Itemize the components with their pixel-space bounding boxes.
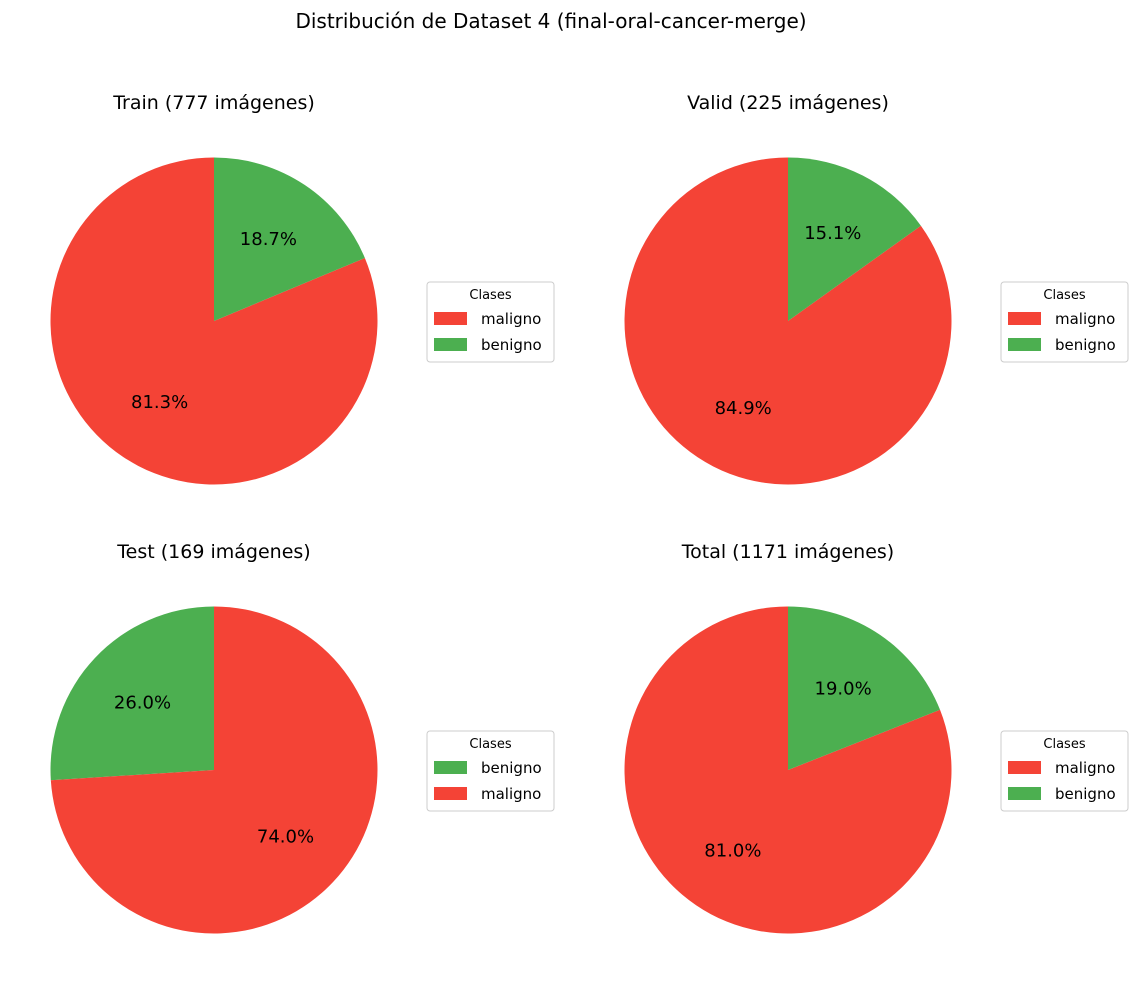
pie-title: Test (169 imágenes) bbox=[116, 541, 310, 563]
legend: Clases maligno benigno bbox=[1000, 730, 1129, 812]
pie-slice-benigno bbox=[788, 157, 921, 321]
legend-swatch-maligno bbox=[434, 787, 467, 800]
pie-panel-2: Valid (225 imágenes) 84.9% 15.1% Clases mali… bbox=[624, 92, 1129, 485]
legend: Clases maligno benigno bbox=[426, 281, 555, 363]
pie-slice-label: 18.7% bbox=[240, 229, 297, 250]
legend: Clases maligno benigno bbox=[1000, 281, 1129, 363]
legend-swatch-maligno bbox=[1008, 312, 1041, 325]
legend-swatch-maligno bbox=[1008, 761, 1041, 774]
pie-panel-3: Test (169 imágenes) 26.0% 74.0% Clases benig… bbox=[50, 541, 555, 934]
legend-label-maligno: maligno bbox=[1055, 759, 1115, 777]
pie-slice-maligno bbox=[50, 157, 378, 485]
pie-slice-label: 26.0% bbox=[114, 692, 171, 713]
legend-label-benigno: benigno bbox=[1055, 336, 1116, 354]
pie-slice-label: 74.0% bbox=[257, 827, 314, 848]
legend-title: Clases bbox=[469, 737, 511, 752]
figure-title: Distribución de Dataset 4 (final-oral-ca… bbox=[295, 9, 806, 33]
pie-panel-1: Train (777 imágenes) 81.3% 18.7% Clases mali… bbox=[50, 92, 555, 485]
pie-slice-label: 19.0% bbox=[815, 678, 872, 699]
pie-slice-label: 84.9% bbox=[715, 398, 772, 419]
legend-label-maligno: maligno bbox=[1055, 310, 1115, 328]
legend-title: Clases bbox=[469, 288, 511, 303]
pie-slice-maligno bbox=[624, 157, 952, 485]
pie-panels: Train (777 imágenes) 81.3% 18.7% Clases mali… bbox=[50, 92, 1129, 934]
legend-title: Clases bbox=[1043, 737, 1085, 752]
pie-slice-benigno bbox=[50, 606, 214, 781]
pie-slice-benigno bbox=[214, 157, 365, 321]
pie-slice-benigno bbox=[788, 606, 941, 770]
pie-slice-label: 81.3% bbox=[131, 392, 188, 413]
pie-title: Total (1171 imágenes) bbox=[681, 541, 894, 563]
legend-label-maligno: maligno bbox=[481, 785, 541, 803]
pie-slice-maligno bbox=[624, 606, 952, 934]
legend-swatch-benigno bbox=[434, 338, 467, 351]
pie-slice-label: 15.1% bbox=[804, 223, 861, 244]
legend-title: Clases bbox=[1043, 288, 1085, 303]
legend-label-benigno: benigno bbox=[481, 336, 542, 354]
legend-label-maligno: maligno bbox=[481, 310, 541, 328]
legend-swatch-maligno bbox=[434, 312, 467, 325]
pie-slice-maligno bbox=[50, 606, 378, 934]
pie-title: Train (777 imágenes) bbox=[112, 92, 315, 114]
pie-title: Valid (225 imágenes) bbox=[687, 92, 889, 114]
legend-swatch-benigno bbox=[1008, 338, 1041, 351]
pie-panel-4: Total (1171 imágenes) 81.0% 19.0% Clases mal… bbox=[624, 541, 1129, 934]
legend-label-benigno: benigno bbox=[1055, 785, 1116, 803]
legend-swatch-benigno bbox=[434, 761, 467, 774]
legend-label-benigno: benigno bbox=[481, 759, 542, 777]
pie-slice-label: 81.0% bbox=[704, 841, 761, 862]
legend-swatch-benigno bbox=[1008, 787, 1041, 800]
legend: Clases benigno maligno bbox=[426, 730, 555, 812]
